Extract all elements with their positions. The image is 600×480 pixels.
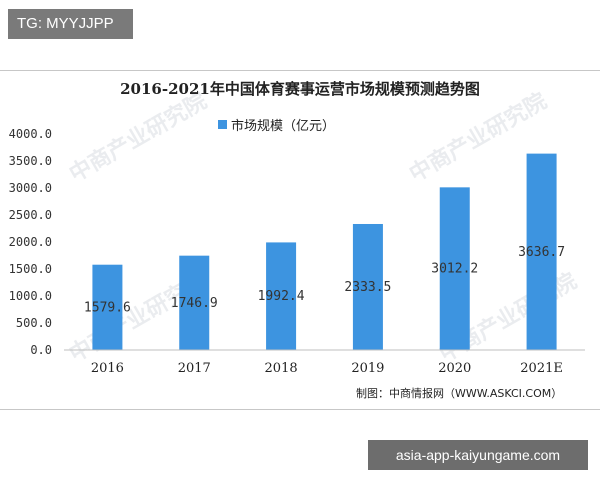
legend-swatch [218,119,227,129]
bar [439,187,470,350]
site-badge: asia-app-kaiyungame.com [368,440,588,470]
data-label: 2333.5 [344,280,391,295]
x-tick-label: 2017 [178,361,211,376]
data-label: 1746.9 [171,296,218,311]
data-label: 1992.4 [258,289,305,304]
bar [179,255,210,350]
y-tick-label: 500.0 [16,316,52,330]
y-tick-label: 1000.0 [9,289,52,303]
bar [92,264,123,350]
y-tick-label: 4000.0 [9,127,52,141]
chart-frame [0,70,600,410]
source-note: 制图：中商情报网（WWW.ASKCI.COM） [356,387,563,400]
x-tick-label: 2021E [520,361,563,376]
bar [526,153,557,350]
chart-title: 2016-2021年中国体育赛事运营市场规模预测趋势图 [120,80,480,98]
y-tick-label: 2500.0 [9,208,52,222]
y-tick-label: 1500.0 [9,262,52,276]
bar [266,242,297,350]
legend-label: 市场规模（亿元） [231,118,336,134]
legend: 市场规模（亿元） [218,116,336,134]
bar [352,223,383,350]
data-label: 1579.6 [84,300,131,315]
data-label: 3012.2 [431,262,478,277]
tg-tag: TG: MYYJJPP [8,9,133,39]
y-tick-label: 2000.0 [9,235,52,249]
x-tick-label: 2018 [265,361,298,376]
x-tick-label: 2020 [438,361,471,376]
y-tick-label: 0.0 [30,343,52,357]
y-tick-label: 3500.0 [9,154,52,168]
y-tick-label: 3000.0 [9,181,52,195]
x-tick-label: 2016 [91,361,124,376]
x-tick-label: 2019 [351,361,384,376]
data-label: 3636.7 [518,245,565,260]
